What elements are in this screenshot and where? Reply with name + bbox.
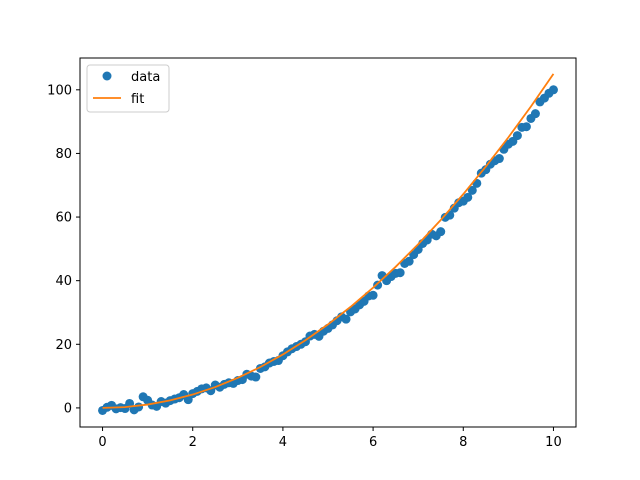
data-point [368,290,378,300]
y-tick-label: 60 [55,211,72,226]
y-tick-label: 80 [55,147,72,162]
data-point [548,85,558,95]
y-tick-label: 100 [47,83,72,98]
fit-line [102,73,555,409]
axes-frame [79,57,577,428]
x-tick-label: 4 [279,435,287,450]
legend-marker-data [102,71,112,81]
data-point [494,154,504,164]
data-point [436,227,446,237]
legend-label: data [131,70,160,85]
data-point [341,314,351,324]
data-point [404,256,414,266]
y-tick-label: 20 [55,338,72,353]
plot-area [98,73,558,415]
y-tick-label: 0 [64,401,72,416]
data-point [512,131,522,141]
legend: data fit [86,64,170,113]
legend-label: fit [131,92,144,107]
x-tick-label: 0 [98,435,106,450]
data-point [467,185,477,195]
x-tick-label: 2 [189,435,197,450]
data-point [395,268,405,278]
data-point [373,280,383,290]
x-tick-label: 6 [369,435,377,450]
data-point [521,122,531,132]
x-tick-label: 8 [459,435,467,450]
data-point [530,109,540,119]
axes-border [79,57,577,428]
x-tick-label: 10 [545,435,562,450]
data-point [134,402,144,412]
y-tick-label: 40 [55,274,72,289]
data-point [463,192,473,202]
data-point [251,372,261,382]
